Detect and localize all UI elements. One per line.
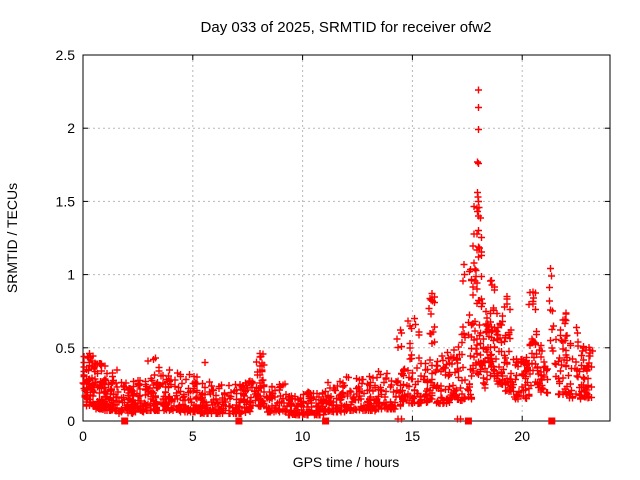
baseline-square-marker [121, 417, 129, 425]
x-tick-label: 5 [189, 428, 197, 444]
baseline-square-marker [322, 417, 330, 425]
x-tick-label: 15 [405, 428, 421, 444]
y-tick-label: 1.5 [56, 193, 76, 209]
y-axis-label: SRMTID / TECUs [4, 183, 20, 293]
baseline-square-marker [464, 417, 472, 425]
gridlines [83, 55, 610, 421]
chart-title: Day 033 of 2025, SRMTID for receiver ofw… [201, 19, 492, 36]
y-tick-label: 0 [67, 413, 75, 429]
y-tick-label: 1 [67, 267, 75, 283]
x-tick-label: 20 [514, 428, 530, 444]
baseline-square-markers [121, 417, 556, 425]
x-axis-label: GPS time / hours [293, 454, 400, 470]
scatter-plus-markers [79, 86, 596, 423]
tick-labels: 0 5 10 15 20 0 0.5 1 1.5 2 2.5 [56, 47, 531, 444]
axis-ticks [82, 54, 610, 422]
plot-border [82, 54, 611, 422]
y-tick-label: 0.5 [56, 340, 76, 356]
baseline-square-marker [235, 417, 243, 425]
y-tick-label: 2.5 [56, 47, 76, 63]
x-tick-label: 0 [79, 428, 87, 444]
y-tick-label: 2 [67, 120, 75, 136]
baseline-square-marker [548, 417, 556, 425]
x-tick-label: 10 [295, 428, 311, 444]
